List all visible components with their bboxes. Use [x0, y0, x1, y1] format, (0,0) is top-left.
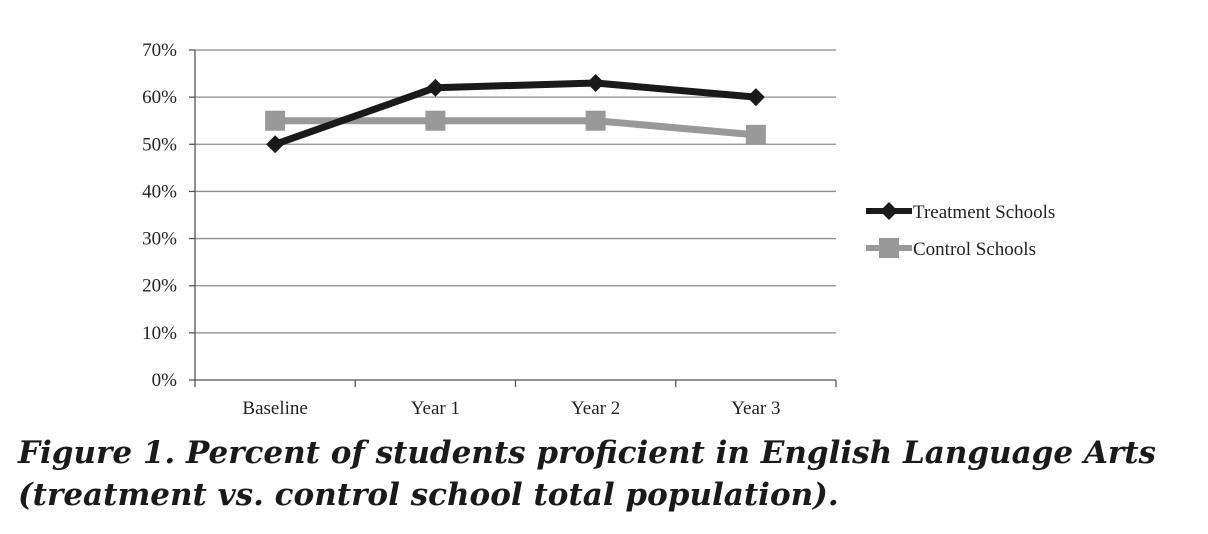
series-treatment-schools [266, 74, 765, 154]
series-line [275, 117, 757, 139]
series-line [273, 79, 757, 148]
y-tick-label: 0% [152, 370, 178, 391]
y-axis-tick-labels: 0% 10% 20% 30% 40% 50% 60% 70% [142, 40, 177, 391]
x-axis-tick-labels: Baseline Year 1 Year 2 Year 3 [242, 398, 780, 419]
figure-caption: Figure 1. Percent of students proficient… [18, 435, 1157, 513]
data-point [266, 135, 285, 154]
y-tick-label: 50% [142, 134, 177, 155]
axes [189, 49, 837, 387]
y-tick-label: 40% [142, 181, 177, 202]
x-tick-label: Year 3 [731, 398, 780, 419]
data-point [265, 110, 286, 131]
data-point [425, 110, 446, 131]
legend-label: Control Schools [913, 239, 1036, 260]
y-tick-label: 20% [142, 276, 177, 297]
y-tick-label: 60% [142, 87, 177, 108]
legend: Treatment Schools Control Schools [866, 202, 1055, 260]
y-tick-label: 70% [142, 40, 177, 61]
legend-marker [880, 202, 898, 220]
x-tick-label: Year 2 [571, 398, 620, 419]
data-point [426, 78, 445, 97]
data-point [585, 110, 606, 131]
y-tick-label: 30% [142, 229, 177, 250]
series-group [265, 74, 766, 154]
data-point [745, 124, 766, 145]
gridlines [195, 49, 836, 334]
data-point [746, 88, 765, 107]
series-control-schools [265, 110, 766, 145]
y-tick-label: 10% [142, 323, 177, 344]
legend-item: Treatment Schools [866, 202, 1055, 223]
line-chart: 0% 10% 20% 30% 40% 50% 60% 70% Baseline Year 1 Ye… [142, 40, 1055, 419]
x-tick-label: Year 1 [411, 398, 460, 419]
legend-item: Control Schools [866, 238, 1036, 260]
data-point [586, 74, 605, 92]
legend-marker [879, 238, 899, 258]
x-tick-label: Baseline [242, 398, 307, 419]
legend-label: Treatment Schools [913, 202, 1055, 223]
